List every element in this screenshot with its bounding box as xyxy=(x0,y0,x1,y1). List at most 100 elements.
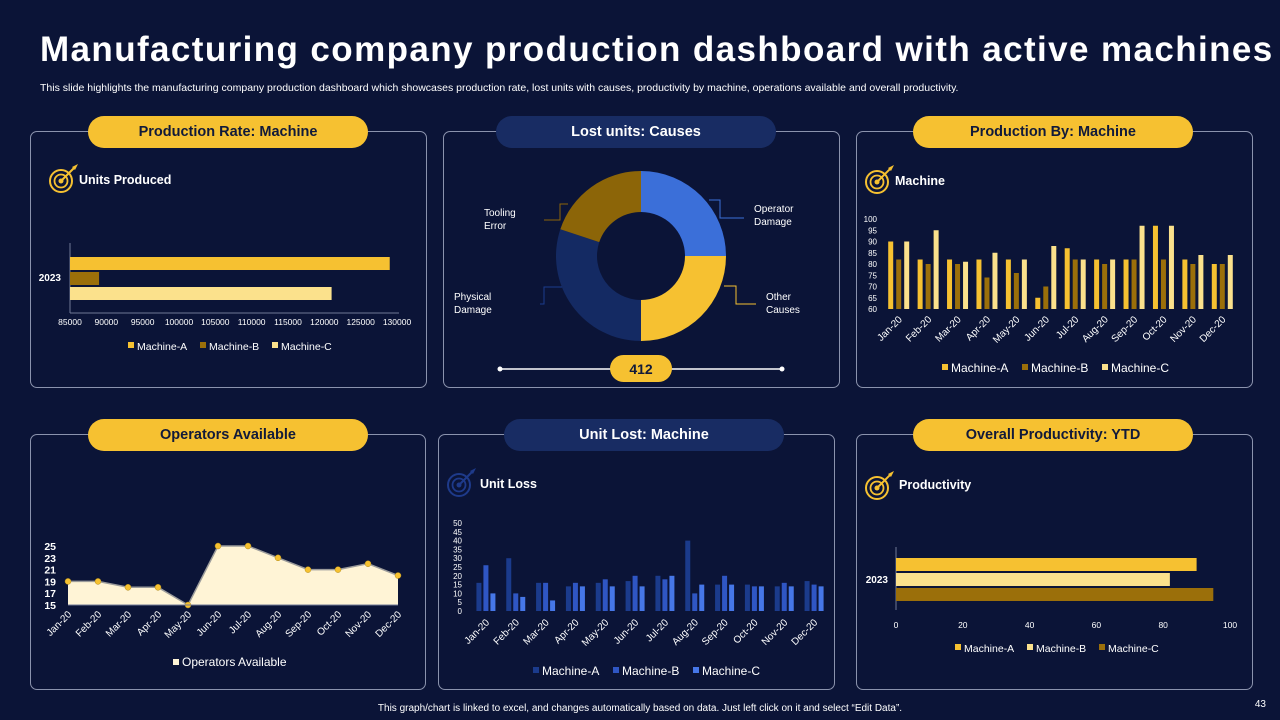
x-tick-label: Mar-20 xyxy=(522,617,552,647)
target-icon-ring xyxy=(53,173,69,189)
bar-machine-c-nov-20 xyxy=(1198,255,1204,309)
lost-units-chart[interactable]: Operator Damage Other Causes Physical Damage T… xyxy=(444,132,839,387)
bar-machine-a-jan-20 xyxy=(476,582,482,611)
callout-line-physical-damage xyxy=(540,286,562,305)
y-tick-label: 20 xyxy=(453,572,462,581)
bar-machine-a-jul-20 xyxy=(655,575,661,611)
bar-machine-c-aug-20 xyxy=(699,584,705,611)
x-tick-label: Jan-20 xyxy=(463,617,493,647)
production-by-panel: Machine 60 65 70 75 80 85 90 95 100 Jan-20 Feb-20 Ma… xyxy=(856,131,1253,388)
legend-key-machine-a xyxy=(955,644,961,650)
x-tick-label: 100 xyxy=(1223,620,1237,630)
slice-label-operator-damage: Operator xyxy=(754,204,794,215)
bar-machine-b-may-20 xyxy=(602,579,608,611)
bar-machine-c xyxy=(70,287,332,300)
unit-lost-header: Unit Lost: Machine xyxy=(504,419,784,451)
target-icon-arrowhead xyxy=(72,164,78,170)
page-title: Manufacturing company production dashboa… xyxy=(40,30,1274,69)
target-icon-arrow xyxy=(60,166,76,182)
x-tick-label: 130000 xyxy=(383,317,412,327)
legend-key-machine-c xyxy=(272,342,278,348)
legend-label-machine-b: Machine-B xyxy=(1031,361,1088,375)
bar-machine-b-jan-20 xyxy=(896,259,902,309)
x-tick-label: 20 xyxy=(958,620,968,630)
bar-machine-a-may-20 xyxy=(1005,259,1011,309)
legend-label-machine-c: Machine-C xyxy=(702,664,760,678)
legend-label-machine-b: Machine-B xyxy=(622,664,679,678)
slice-label-physical-damage: Damage xyxy=(454,305,492,316)
y-tick-label: 10 xyxy=(453,589,462,598)
bar-machine-a-apr-20 xyxy=(565,586,571,611)
operators-header: Operators Available xyxy=(88,419,368,451)
bar-machine-b-oct-20 xyxy=(751,586,757,611)
target-icon xyxy=(447,468,476,497)
bar-machine-b-oct-20 xyxy=(1160,259,1166,309)
data-point-jan-20 xyxy=(64,578,72,585)
slice-label-operator-damage: Damage xyxy=(754,217,792,228)
bar-machine-b-mar-20 xyxy=(955,264,961,309)
lost-units-panel: Operator Damage Other Causes Physical Damage T… xyxy=(443,131,840,388)
bar-machine-c-mar-20 xyxy=(550,600,556,611)
y-tick-label: 25 xyxy=(44,541,56,553)
slice-other-causes xyxy=(641,256,726,341)
x-tick-label: Jun-20 xyxy=(1023,314,1053,344)
x-tick-label: May-20 xyxy=(991,314,1023,346)
y-tick-label: 0 xyxy=(458,607,463,616)
x-tick-label: 95000 xyxy=(131,317,155,327)
target-icon-arrow xyxy=(876,473,892,489)
legend-label-machine-a: Machine-A xyxy=(542,664,599,678)
callout-line-tooling-error xyxy=(544,203,568,221)
legend-key-machine-b xyxy=(1027,644,1033,650)
x-tick-label: 110000 xyxy=(238,317,266,327)
x-tick-label: Jan-20 xyxy=(45,609,75,639)
legend-label-operators-available: Operators Available xyxy=(182,655,287,669)
data-point-jul-20 xyxy=(244,542,252,550)
x-tick-label: 115000 xyxy=(274,317,302,327)
legend-key-operators-available xyxy=(173,659,179,665)
bar-machine-c-jan-20 xyxy=(490,593,496,611)
bar-machine-b-aug-20 xyxy=(1102,264,1108,309)
y-tick-label: 40 xyxy=(453,537,462,546)
legend-key-machine-a xyxy=(533,667,539,673)
bar-machine-c-oct-20 xyxy=(1168,225,1174,309)
bar-machine-a-sep-20 xyxy=(715,584,721,611)
bar-machine-b-mar-20 xyxy=(543,582,549,611)
y-tick-label: 19 xyxy=(44,576,56,588)
overall-chart[interactable]: Productivity 0 20 40 60 80 100 2023 Machine-A Mac… xyxy=(857,435,1252,689)
bar-machine-a xyxy=(896,558,1197,571)
y-tick-label: 75 xyxy=(868,271,877,280)
bar-machine-b-aug-20 xyxy=(692,593,698,611)
bar-machine-a-sep-20 xyxy=(1123,259,1129,309)
slice-operator-damage xyxy=(641,171,726,256)
bar-machine-a-dec-20 xyxy=(1211,264,1217,309)
legend-label-machine-a: Machine-A xyxy=(951,361,1008,375)
x-tick-label: Dec-20 xyxy=(1198,314,1229,345)
callout-line-other-causes xyxy=(724,285,756,305)
overall-header: Overall Productivity: YTD xyxy=(913,419,1193,451)
x-tick-label: 100000 xyxy=(165,317,194,327)
x-tick-label: 90000 xyxy=(95,317,119,327)
bar-machine-c-oct-20 xyxy=(758,586,764,611)
bar-machine-c-aug-20 xyxy=(1110,259,1116,309)
production-rate-chart[interactable]: Units Produced 85000 90000 95000 100000 10500… xyxy=(31,132,426,387)
target-icon-ring xyxy=(865,476,889,500)
bar-machine-c-dec-20 xyxy=(1227,255,1233,309)
bar-machine-a-oct-20 xyxy=(744,584,750,611)
bar-machine-b xyxy=(70,272,100,285)
legend-label-machine-a: Machine-A xyxy=(137,341,187,353)
slice-physical-damage xyxy=(556,229,641,341)
x-tick-label: Jan-20 xyxy=(875,314,905,344)
bar-machine-c-apr-20 xyxy=(992,252,998,309)
slice-tooling-error xyxy=(560,171,641,243)
total-badge-value: 412 xyxy=(629,361,653,377)
bar-machine-c-sep-20 xyxy=(729,584,735,611)
y-tick-label: 23 xyxy=(44,553,56,565)
bar-machine-a-mar-20 xyxy=(536,582,542,611)
unit-lost-panel: Unit Loss 0 5 10 15 20 25 30 35 40 45 50 Jan-20 Feb-2… xyxy=(438,434,835,690)
bar-machine-c-may-20 xyxy=(609,586,615,611)
bar-machine-a xyxy=(70,257,390,270)
page-subtitle: This slide highlights the manufacturing … xyxy=(40,82,959,94)
